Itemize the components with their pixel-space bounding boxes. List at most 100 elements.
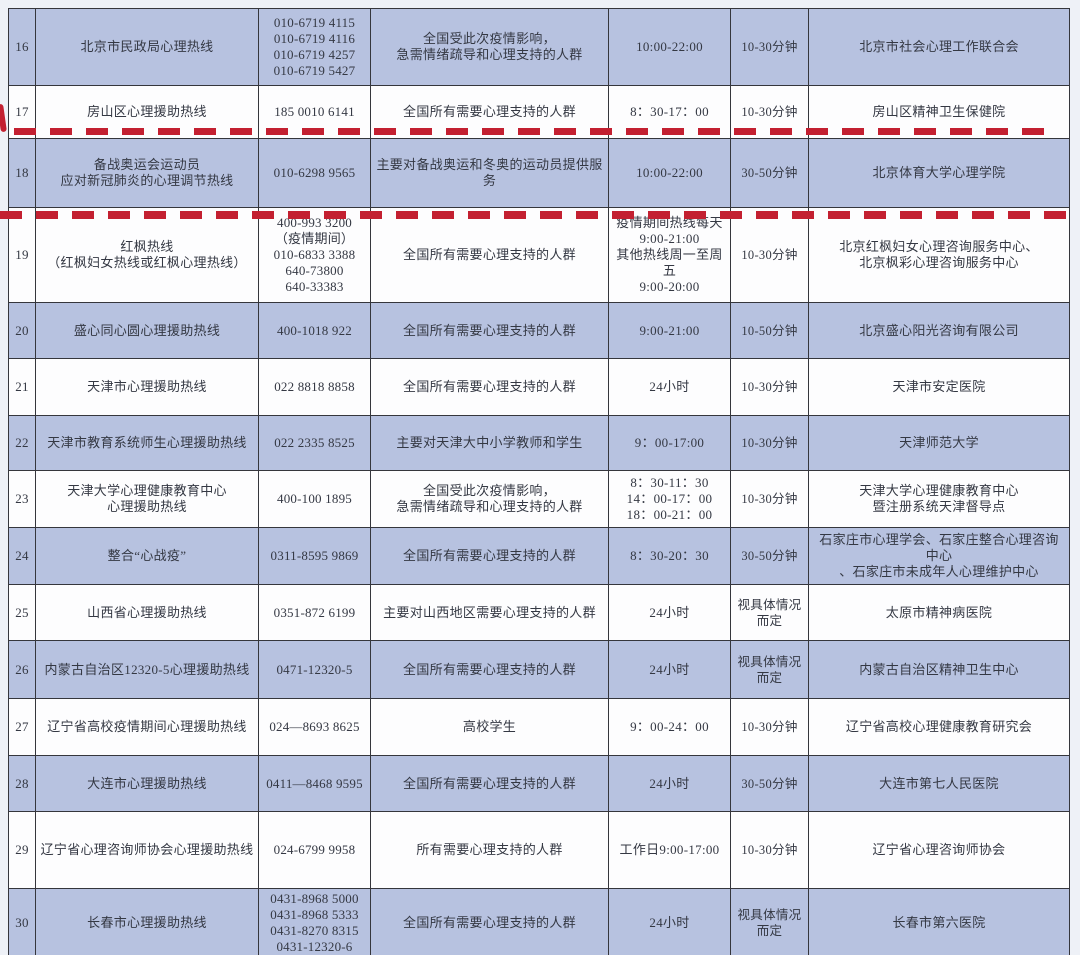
cell-num: 21 (9, 359, 36, 415)
cell-duration: 30-50分钟 (731, 528, 809, 584)
cell-duration: 10-30分钟 (731, 812, 809, 888)
cell-phone: 0311-8595 9869 (259, 528, 371, 584)
cell-num: 22 (9, 416, 36, 470)
cell-duration: 10-50分钟 (731, 303, 809, 358)
cell-phone: 022 8818 8858 (259, 359, 371, 415)
cell-duration: 10-30分钟 (731, 359, 809, 415)
cell-duration: 10-30分钟 (731, 471, 809, 527)
cell-phone: 0471-12320-5 (259, 641, 371, 698)
cell-org: 辽宁省高校心理健康教育研究会 (845, 719, 1033, 734)
table-row: 29 辽宁省心理咨询师协会心理援助热线 024-6799 9958 所有需要心理支持的… (9, 812, 1069, 889)
cell-hours: 疫情期间热线每天 9:00-21:00 其他热线周一至周五 9:00-20:00 (609, 208, 731, 302)
cell-name: 天津市心理援助热线 (36, 359, 259, 415)
cell-duration: 视具体情况 而定 (731, 889, 809, 955)
cell-name: 大连市心理援助热线 (36, 756, 259, 811)
cell-num: 23 (9, 471, 36, 527)
cell-org: 北京市社会心理工作联合会 (859, 39, 1019, 54)
cell-name: 天津市教育系统师生心理援助热线 (36, 416, 259, 470)
cell-duration: 10-30分钟 (731, 699, 809, 755)
cell-name: 整合“心战疫” (36, 528, 259, 584)
cell-audience: 高校学生 (371, 699, 609, 755)
cell-duration: 视具体情况 而定 (731, 641, 809, 698)
cell-phone: 024-6799 9958 (259, 812, 371, 888)
cell-org: 北京体育大学心理学院 (872, 165, 1006, 180)
cell-hours: 24小时 (609, 585, 731, 640)
cell-duration: 视具体情况 而定 (731, 585, 809, 640)
cell-phone: 024—8693 8625 (259, 699, 371, 755)
cell-num: 30 (9, 889, 36, 955)
cell-hours: 10:00-22:00 (609, 139, 731, 207)
cell-hours: 9：00-24：00 (609, 699, 731, 755)
cell-audience: 全国所有需要心理支持的人群 (371, 86, 609, 138)
cell-num: 24 (9, 528, 36, 584)
cell-duration: 10-30分钟 (731, 208, 809, 302)
cell-org: 北京盛心阳光咨询有限公司 (859, 322, 1019, 338)
table-row: 19 红枫热线 （红枫妇女热线或红枫心理热线） 400-993 3200 （疫情期间… (9, 208, 1069, 303)
cell-audience: 全国所有需要心理支持的人群 (371, 756, 609, 811)
table-row: 17 房山区心理援助热线 185 0010 6141 全国所有需要心理支持的人群 8：3… (9, 86, 1069, 139)
cell-audience: 全国所有需要心理支持的人群 (371, 303, 609, 358)
cell-duration: 10-30分钟 (731, 9, 809, 85)
cell-phone: 400-993 3200 （疫情期间） 010-6833 3388 640-73… (259, 208, 371, 302)
cell-num: 16 (9, 9, 36, 85)
cell-audience: 全国所有需要心理支持的人群 (371, 208, 609, 302)
cell-name: 天津大学心理健康教育中心 心理援助热线 (36, 471, 259, 527)
cell-phone: 400-1018 922 (259, 303, 371, 358)
table-row: 16 北京市民政局心理热线 010-6719 4115 010-6719 4116 … (9, 9, 1069, 86)
cell-hours: 8：30-17：00 (609, 86, 731, 138)
cell-org: 天津大学心理健康教育中心 暨注册系统天津督导点 (859, 483, 1019, 514)
cell-audience: 主要对备战奥运和冬奥的运动员提供服 务 (371, 139, 609, 207)
cell-hours: 24小时 (609, 641, 731, 698)
cell-audience: 主要对天津大中小学教师和学生 (371, 416, 609, 470)
cell-org: 房山区精神卫生保健院 (872, 104, 1006, 119)
cell-name: 北京市民政局心理热线 (36, 9, 259, 85)
cell-audience: 全国受此次疫情影响， 急需情绪疏导和心理支持的人群 (371, 471, 609, 527)
cell-phone: 0411—8468 9595 (259, 756, 371, 811)
cell-hours: 9：00-17:00 (609, 416, 731, 470)
cell-name: 山西省心理援助热线 (36, 585, 259, 640)
hotline-table: 16 北京市民政局心理热线 010-6719 4115 010-6719 4116 … (8, 8, 1070, 955)
cell-org: 石家庄市心理学会、石家庄整合心理咨询中心 、石家庄市未成年人心理维护中心 (819, 532, 1059, 579)
cell-hours: 24小时 (609, 359, 731, 415)
cell-audience: 全国所有需要心理支持的人群 (371, 889, 609, 955)
table-row: 21 天津市心理援助热线 022 8818 8858 全国所有需要心理支持的人群 24小… (9, 359, 1069, 416)
cell-phone: 022 2335 8525 (259, 416, 371, 470)
cell-num: 26 (9, 641, 36, 698)
table-row: 18 备战奥运会运动员 应对新冠肺炎的心理调节热线 010-6298 9565 主要对… (9, 139, 1069, 208)
cell-org: 辽宁省心理咨询师协会 (872, 842, 1006, 857)
cell-phone: 400-100 1895 (259, 471, 371, 527)
cell-org: 内蒙古自治区精神卫生中心 (859, 661, 1019, 677)
cell-audience: 所有需要心理支持的人群 (371, 812, 609, 888)
cell-hours: 9:00-21:00 (609, 303, 731, 358)
cell-org: 天津市安定医院 (892, 379, 986, 394)
cell-duration: 30-50分钟 (731, 756, 809, 811)
cell-name: 红枫热线 （红枫妇女热线或红枫心理热线） (36, 208, 259, 302)
cell-name: 辽宁省高校疫情期间心理援助热线 (36, 699, 259, 755)
cell-num: 27 (9, 699, 36, 755)
cell-audience: 主要对山西地区需要心理支持的人群 (371, 585, 609, 640)
cell-hours: 工作日9:00-17:00 (609, 812, 731, 888)
cell-org: 北京红枫妇女心理咨询服务中心、 北京枫彩心理咨询服务中心 (839, 239, 1039, 270)
table-row: 23 天津大学心理健康教育中心 心理援助热线 400-100 1895 全国受此次疫情… (9, 471, 1069, 528)
cell-name: 内蒙古自治区12320-5心理援助热线 (36, 641, 259, 698)
cell-num: 18 (9, 139, 36, 207)
cell-num: 20 (9, 303, 36, 358)
cell-num: 19 (9, 208, 36, 302)
cell-phone: 0351-872 6199 (259, 585, 371, 640)
cell-duration: 10-30分钟 (731, 86, 809, 138)
cell-name: 备战奥运会运动员 应对新冠肺炎的心理调节热线 (36, 139, 259, 207)
cell-org: 天津师范大学 (899, 435, 979, 450)
cell-hours: 24小时 (609, 889, 731, 955)
cell-num: 29 (9, 812, 36, 888)
cell-phone: 010-6298 9565 (259, 139, 371, 207)
cell-audience: 全国所有需要心理支持的人群 (371, 641, 609, 698)
cell-name: 辽宁省心理咨询师协会心理援助热线 (36, 812, 259, 888)
red-edge-mark (0, 103, 7, 133)
cell-num: 17 (9, 86, 36, 138)
cell-phone: 0431-8968 5000 0431-8968 5333 0431-8270 … (259, 889, 371, 955)
cell-duration: 10-30分钟 (731, 416, 809, 470)
table-row: 26 内蒙古自治区12320-5心理援助热线 0471-12320-5 全国所有需要心… (9, 641, 1069, 699)
table-row: 24 整合“心战疫” 0311-8595 9869 全国所有需要心理支持的人群 8：30… (9, 528, 1069, 585)
cell-org: 长春市第六医院 (892, 914, 986, 930)
